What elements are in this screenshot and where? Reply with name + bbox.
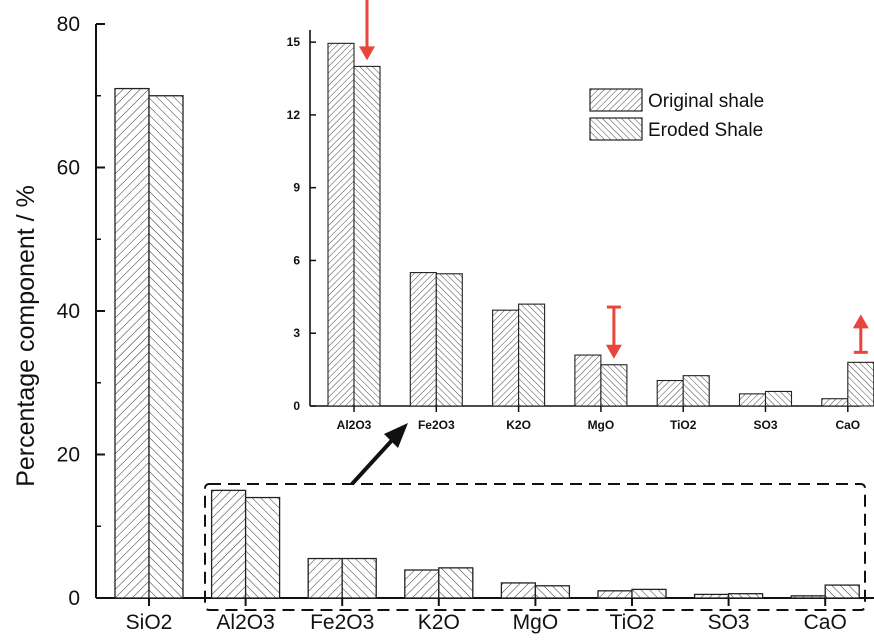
legend-label-eroded: Eroded Shale [648,120,763,141]
bar-fe2o3-eroded [341,557,377,599]
inset-y-tick-label: 9 [293,181,300,195]
pointer-arrow [350,423,408,486]
inset-y-tick-label: 15 [287,35,301,49]
inset-bar-k2o-original [492,309,520,407]
bar-tio2-eroded [631,588,667,599]
highlight-box [204,483,866,611]
bar-al2o3-eroded [244,496,281,599]
y-tick-label: 20 [57,444,80,467]
x-tick-label: Fe2O3 [310,611,374,634]
bar-mgo-original [500,582,537,599]
inset-x-tick-label: Al2O3 [337,418,372,432]
x-tick-label: SO3 [708,611,750,634]
inset-bar-k2o-eroded [518,303,546,407]
bar-k2o-eroded [438,567,474,599]
inset-bar-so3-original [738,393,767,407]
y-axis-label: Percentage component / % [12,185,40,487]
inset-bar-so3-eroded [764,390,793,407]
x-tick-label: SiO2 [126,611,173,634]
legend: Original shale Eroded Shale [589,88,764,141]
inset-y-tick-label: 12 [287,108,301,122]
x-tick-label: Al2O3 [216,611,274,634]
x-tick-label: CaO [804,611,847,634]
inset-x-tick-label: K2O [506,418,531,432]
legend-swatch-eroded [589,117,643,141]
bar-fe2o3-original [307,557,343,599]
x-tick-label: K2O [418,611,460,634]
x-tick-label: MgO [513,611,559,634]
bar-sio2-eroded [148,95,184,599]
inset-bar-fe2o3-eroded [435,273,463,407]
bar-tio2-original [597,590,633,599]
inset-x-tick-label: Fe2O3 [418,418,455,432]
inset-bar-cao-original [821,398,849,407]
arrow-head [852,314,869,329]
inset-x-tick-label: MgO [588,418,615,432]
change-arrow-mgo [605,305,622,359]
inset-y-tick-label: 6 [293,253,300,267]
inset-bar-tio2-eroded [682,375,710,407]
inset-bar-mgo-eroded [600,364,628,407]
inset-bar-mgo-original [574,354,602,407]
y-tick-label: 80 [57,13,80,36]
arrow-head [605,344,622,359]
inset-bar-tio2-original [656,379,684,407]
y-tick-label: 60 [57,157,80,180]
bar-sio2-original [114,87,150,599]
inset-bar-fe2o3-original [409,272,437,407]
inset-x-tick-label: SO3 [753,418,777,432]
bar-cao-eroded [824,584,860,599]
bar-mgo-eroded [534,585,571,599]
bar-so3-eroded [727,593,764,599]
y-tick-label: 0 [68,587,80,610]
legend-label-original: Original shale [648,91,764,112]
inset-bar-al2o3-original [327,42,355,407]
inset-y-tick-label: 0 [293,399,300,413]
y-tick-label: 40 [57,300,80,323]
arrow-head [359,46,375,61]
legend-swatch-original [589,88,643,112]
change-arrow-al2o3 [359,0,375,61]
inset-bar-cao-eroded [847,361,874,407]
inset-chart: 0 3 6 9 12 15 Al2O3 Fe2O3 K2O MgO TiO2 SO3 CaO [287,0,874,432]
bar-k2o-original [404,569,440,599]
inset-x-tick-label: CaO [835,418,860,432]
inset-bar-al2o3-eroded [353,65,381,407]
bar-cao-original [790,595,826,599]
change-arrow-cao [852,314,869,354]
bar-al2o3-original [210,489,247,599]
inset-x-tick-label: TiO2 [670,418,697,432]
bar-so3-original [693,593,730,599]
inset-y-tick-label: 3 [293,326,300,340]
x-tick-label: TiO2 [610,611,655,634]
